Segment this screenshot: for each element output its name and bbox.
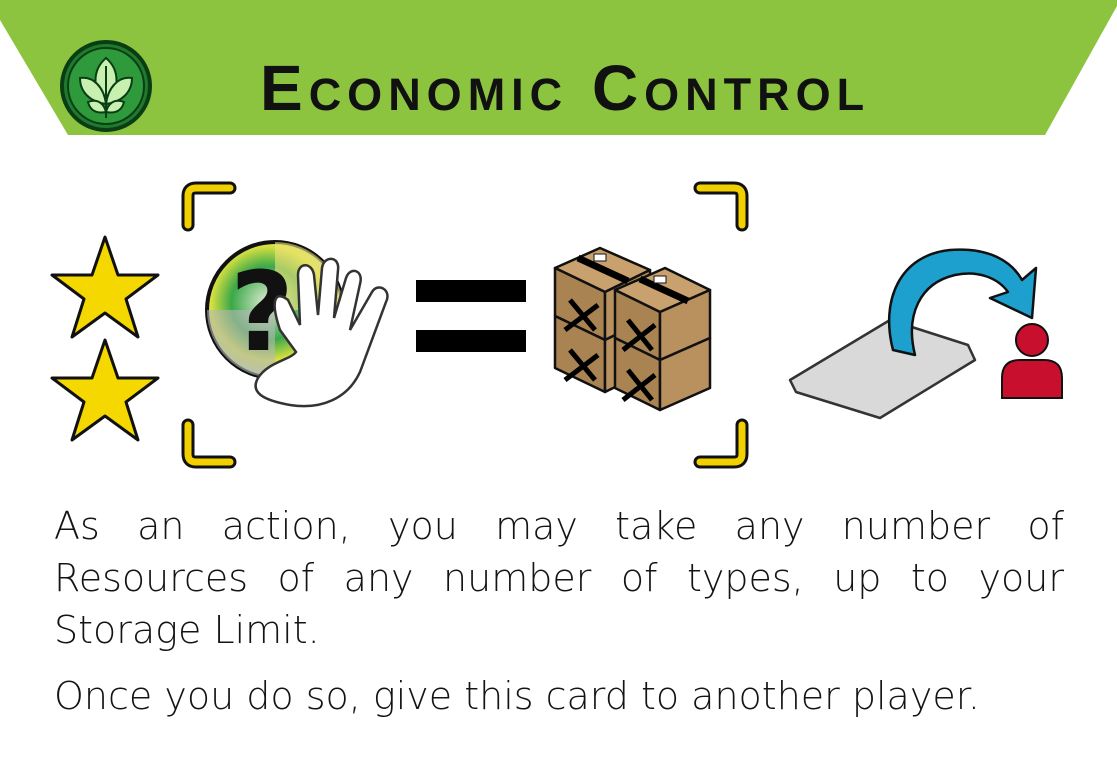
star-icon: [50, 338, 160, 442]
card-rules: As an action, you may take any number of…: [54, 500, 1064, 736]
leaf-emblem-icon: [60, 40, 152, 132]
card-title: Economic Control: [260, 52, 871, 124]
rules-paragraph: Once you do so, give this card to anothe…: [54, 674, 980, 718]
resource-crates-icon: [553, 246, 712, 412]
give-card-to-player-icon: [788, 248, 1063, 420]
star-icon: [50, 235, 160, 339]
card-illustration: ?: [50, 181, 1063, 469]
unknown-resource-hand-icon: ?: [205, 240, 389, 408]
rules-paragraph: As an action, you may take any number of…: [54, 504, 1064, 652]
equals-icon: [416, 280, 526, 352]
title-banner: [0, 0, 1117, 135]
